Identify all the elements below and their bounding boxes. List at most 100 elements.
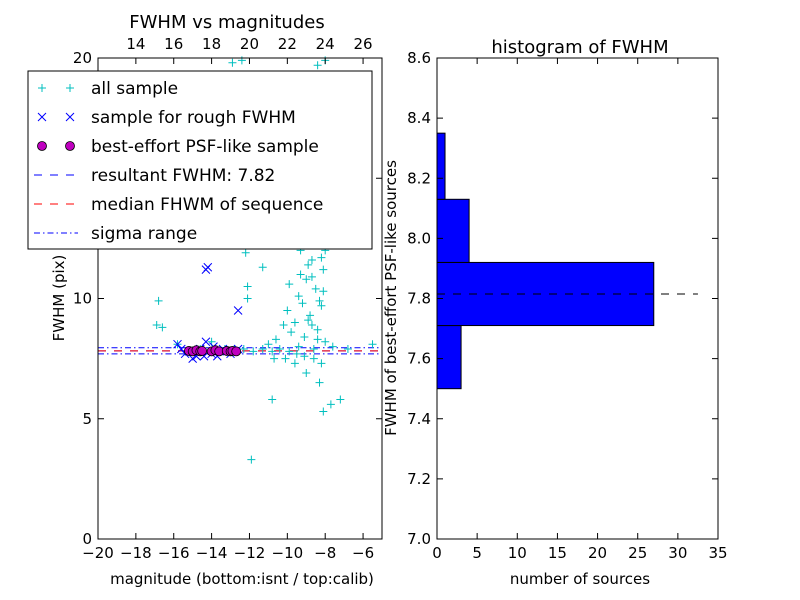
scatter-point (241, 248, 250, 257)
histogram-x-tick-label: 10 (508, 544, 527, 562)
scatter-top-tick-label: 20 (240, 35, 259, 53)
histogram-y-tick-label: 8.2 (407, 169, 431, 187)
scatter-series (183, 345, 242, 357)
scatter-y-tick-label: 10 (73, 290, 92, 308)
histogram-y-tick-label: 7.6 (407, 350, 431, 368)
legend-marker (66, 84, 74, 92)
legend-marker (65, 141, 75, 151)
scatter-point (258, 345, 267, 354)
histogram-x-axis-label: number of sources (510, 570, 650, 588)
scatter-point (317, 301, 326, 310)
scatter-x-tick-label: −20 (82, 544, 114, 562)
scatter-point (158, 323, 167, 332)
scatter-point (343, 345, 352, 354)
scatter-point (287, 328, 296, 337)
scatter-top-tick-label: 24 (316, 35, 335, 53)
scatter-point (243, 282, 252, 291)
scatter-point (304, 260, 313, 269)
legend-entry: sample for rough FWHM (37, 108, 296, 128)
scatter-point (315, 378, 324, 387)
legend-box (27, 70, 373, 250)
scatter-x-tick-label: −14 (196, 544, 228, 562)
scatter-point (328, 342, 337, 351)
legend-label: all sample (91, 79, 178, 99)
scatter-point (228, 58, 237, 67)
scatter-point (239, 345, 248, 354)
histogram-y-tick-label: 7.0 (407, 530, 431, 548)
scatter-legend: all sample sample for rough FWHM best-effo… (27, 70, 373, 250)
legend-label: resultant FWHM: 7.82 (91, 166, 275, 186)
scatter-x-axis-label: magnitude (bottom:isnt / top:calib) (110, 570, 374, 588)
scatter-point (233, 306, 243, 315)
scatter-point (307, 320, 316, 329)
scatter-x-tick-label: −6 (352, 544, 374, 562)
scatter-point (326, 400, 335, 409)
scatter-point (315, 296, 324, 305)
legend-entry: median FHWM of sequence (34, 195, 323, 215)
scatter-ticks: −20 −18 −16 −14 −12 −10 −8 −6 14 16 18 20 22 24 26 0 5 10… (73, 35, 382, 562)
histogram-y-axis-label: FWHM of best-effort PSF-like sources (382, 160, 400, 436)
histogram-x-tick-label: 30 (668, 544, 687, 562)
scatter-point (258, 263, 267, 272)
scatter-point (279, 320, 288, 329)
legend-marker (65, 112, 75, 122)
histogram-bar (436, 198, 470, 263)
scatter-point (271, 335, 280, 344)
scatter-point (300, 332, 309, 341)
scatter-y-tick-label: 20 (73, 49, 92, 67)
scatter-point (203, 262, 213, 272)
scatter-point (300, 352, 309, 361)
scatter-point (243, 294, 252, 303)
scatter-top-tick-label: 14 (126, 35, 145, 53)
legend-label: sigma range (91, 224, 197, 244)
scatter-point (152, 320, 161, 329)
scatter-top-tick-label: 16 (164, 35, 183, 53)
histogram-y-tick-label: 7.8 (407, 290, 431, 308)
scatter-point (283, 306, 292, 315)
histogram-x-tick-label: 5 (472, 544, 482, 562)
scatter-point (368, 340, 377, 349)
histogram-marks (436, 132, 698, 390)
scatter-point (270, 354, 279, 363)
histogram-bar (436, 325, 462, 390)
scatter-point (294, 342, 303, 351)
scatter-x-tick-label: −10 (272, 544, 304, 562)
legend-label: best-effort PSF-like sample (91, 137, 319, 157)
scatter-point (249, 347, 258, 356)
histogram-y-tick-label: 8.6 (407, 49, 431, 67)
scatter-point (201, 337, 211, 347)
scatter-point (313, 325, 322, 334)
scatter-point (306, 311, 315, 320)
scatter-point (319, 265, 328, 274)
histogram-y-tick-label: 8.4 (407, 109, 431, 127)
scatter-point (304, 316, 313, 325)
scatter-x-tick-label: −8 (314, 544, 336, 562)
scatter-point (309, 354, 318, 363)
histogram-y-tick-label: 7.4 (407, 410, 431, 428)
scatter-point (264, 340, 273, 349)
scatter-y-axis-label: FWHM (pix) (50, 255, 68, 342)
legend-marker (38, 84, 46, 92)
scatter-x-tick-label: −12 (234, 544, 266, 562)
histogram-ticks: 0 5 10 15 20 25 30 35 7.0 7.2 7.4 7.6 7.8 8.0 8.2 8.4 8.… (407, 49, 727, 562)
scatter-point (307, 256, 316, 265)
scatter-point (290, 359, 299, 368)
scatter-point (336, 395, 345, 404)
scatter-point (290, 318, 299, 327)
scatter-point (309, 345, 318, 354)
histogram-x-tick-label: 25 (628, 544, 647, 562)
scatter-point (292, 349, 301, 358)
scatter-point (296, 270, 305, 279)
scatter-point (313, 61, 322, 70)
scatter-top-tick-label: 22 (278, 35, 297, 53)
legend-entry: resultant FWHM: 7.82 (34, 166, 275, 186)
scatter-top-tick-label: 26 (354, 35, 373, 53)
legend-entry: sigma range (34, 224, 197, 244)
scatter-point (313, 335, 322, 344)
scatter-point (275, 345, 284, 354)
scatter-point (319, 407, 328, 416)
scatter-point (188, 354, 198, 363)
scatter-x-tick-label: −16 (158, 544, 190, 562)
scatter-point (176, 344, 186, 354)
